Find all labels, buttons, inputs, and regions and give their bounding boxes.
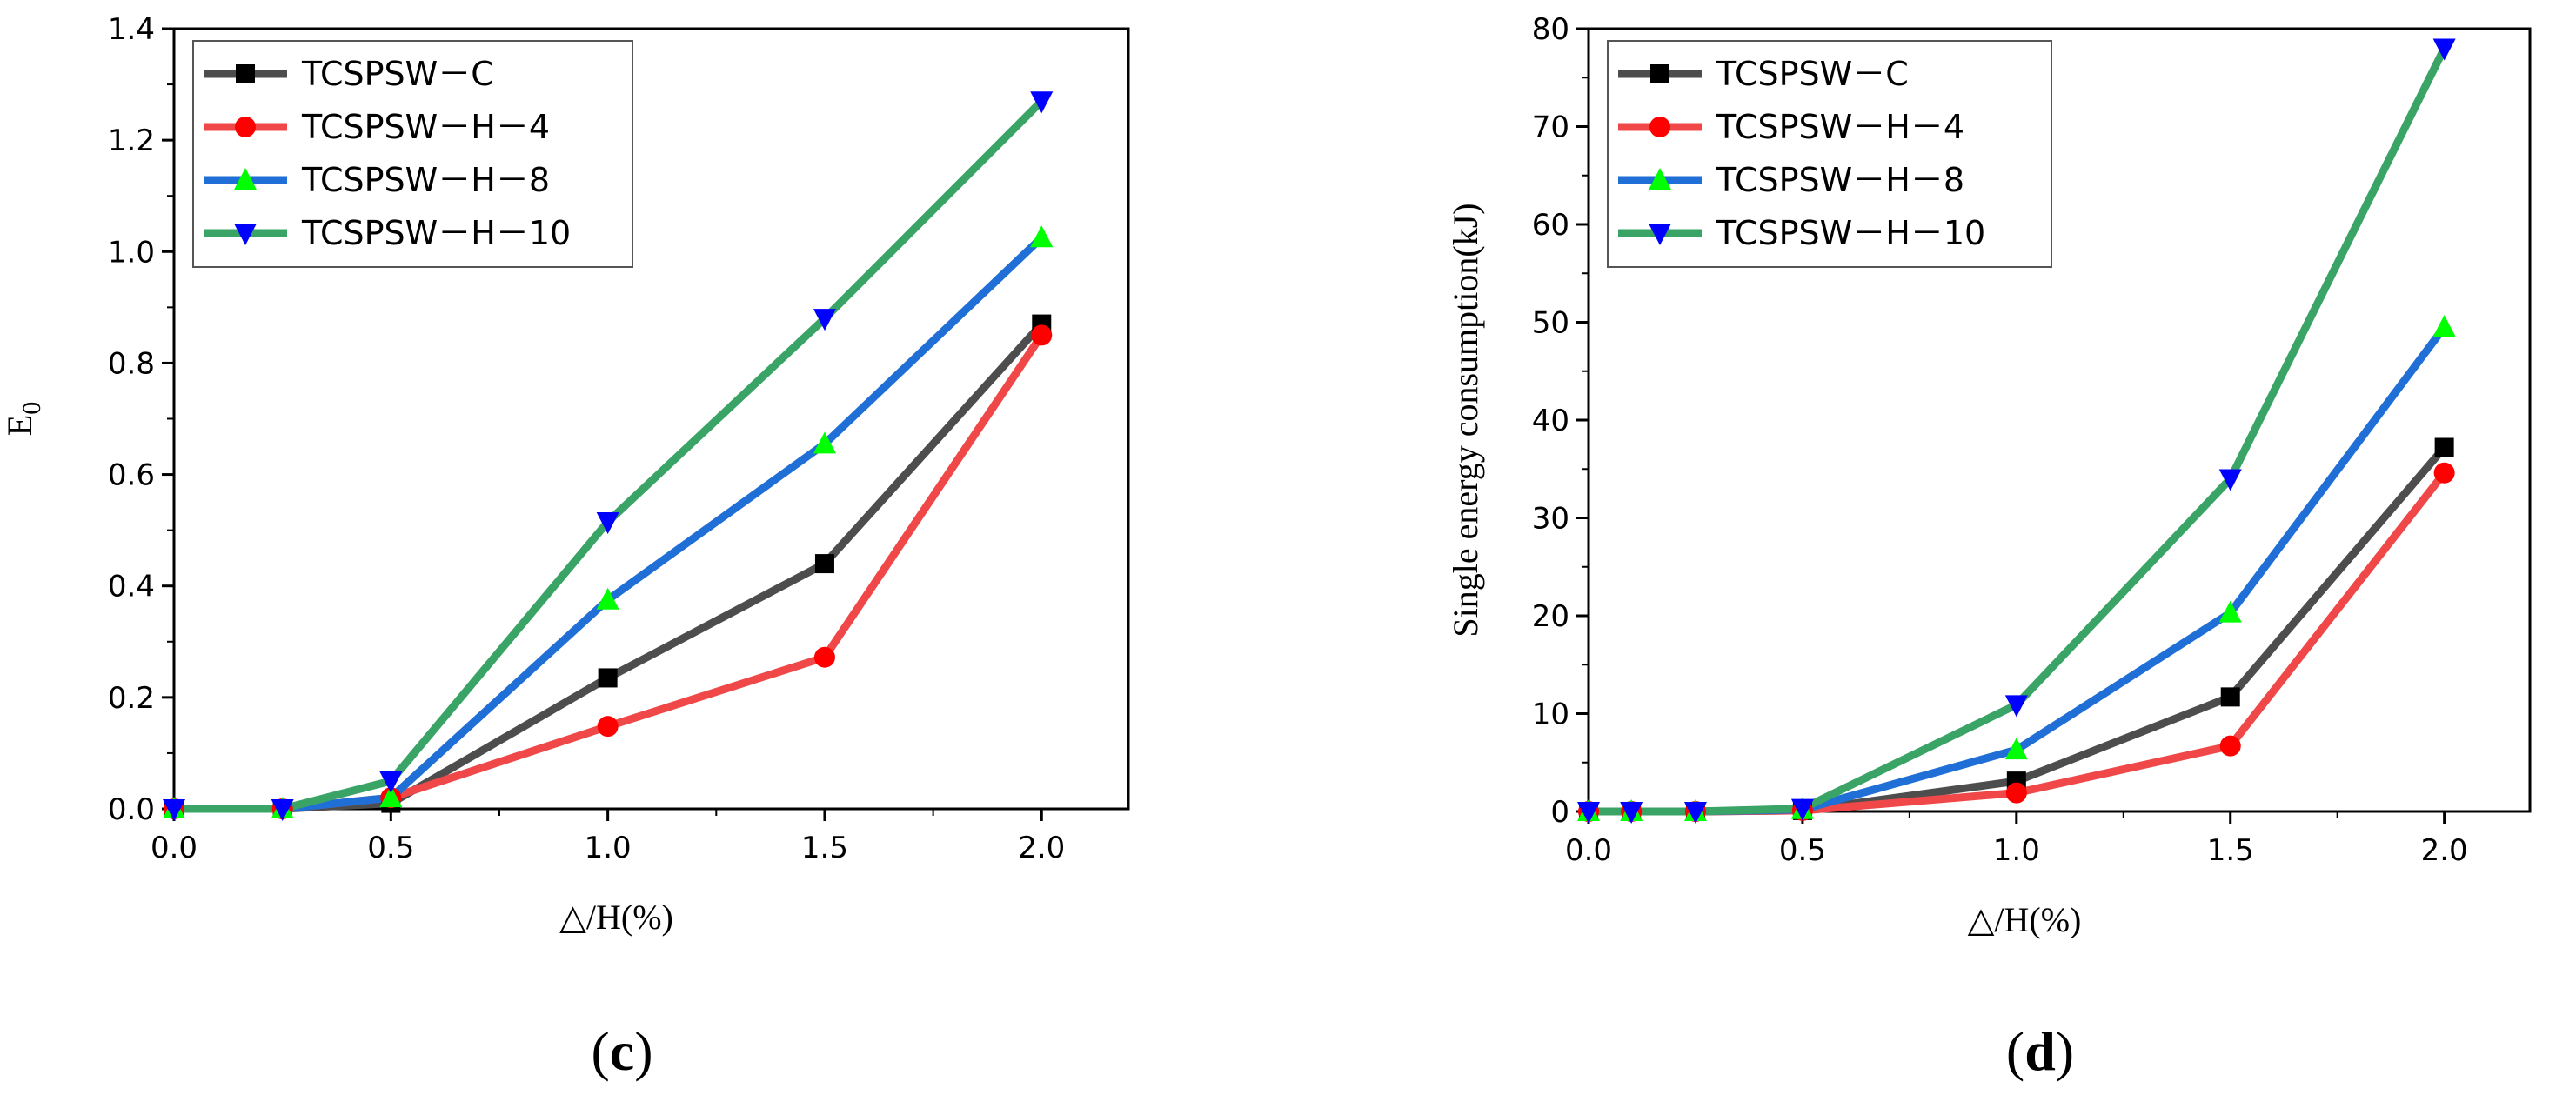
y-tick-label: 0 xyxy=(1550,795,1569,830)
legend-swatch-marker xyxy=(235,117,256,137)
x-tick-label: 0.0 xyxy=(151,831,197,865)
legend-swatch-marker xyxy=(1649,168,1671,190)
y-tick-label: 1.2 xyxy=(108,124,155,158)
legend-swatch-marker xyxy=(1649,117,1670,137)
series-2-point xyxy=(1031,324,1053,346)
series-4-point xyxy=(2004,695,2028,718)
series-4-point xyxy=(2218,469,2242,491)
series-3-point xyxy=(379,785,403,808)
series-3-point xyxy=(2218,600,2242,623)
series-4-point xyxy=(163,799,185,821)
y-tick-label: 0.0 xyxy=(108,792,155,827)
x-tick-label: 1.0 xyxy=(1993,833,2040,868)
series-1-point xyxy=(2220,687,2240,707)
legend-label: TCSPSW－C xyxy=(1716,55,1909,93)
series-line-2 xyxy=(1589,470,2448,816)
panel-label-close-paren: ) xyxy=(634,1020,652,1082)
series-3-point xyxy=(813,431,836,454)
y-tick-label: 1.4 xyxy=(108,12,155,47)
series-2-point xyxy=(813,646,835,668)
x-tick-label: 0.5 xyxy=(1779,833,1826,868)
legend-label: TCSPSW－H－10 xyxy=(301,214,571,252)
series-4-point xyxy=(379,771,403,793)
y-tick-label: 0.8 xyxy=(108,346,155,381)
series-4-point xyxy=(1683,802,1707,824)
x-axis-title: △/H(%) xyxy=(559,898,673,937)
y-tick-label: 80 xyxy=(1532,12,1569,47)
x-tick-label: 2.0 xyxy=(1018,831,1065,865)
x-tick-label: 1.0 xyxy=(585,831,632,865)
x-tick-label: 1.5 xyxy=(2207,833,2254,868)
y-tick-label: 10 xyxy=(1532,698,1569,732)
legend-swatch-marker xyxy=(1650,64,1669,83)
legend-label: TCSPSW－H－4 xyxy=(301,108,550,146)
legend-label: TCSPSW－H－8 xyxy=(301,161,550,199)
legend-label: TCSPSW－H－4 xyxy=(1716,108,1964,146)
y-axis-title: Single energy consumption(kJ) xyxy=(1446,203,1485,637)
series-2-point xyxy=(597,716,619,738)
series-3-point xyxy=(2004,738,2028,760)
panel-label-letter: c xyxy=(610,1020,634,1082)
legend-swatch-marker xyxy=(234,224,257,245)
panel-label-open-paren: ( xyxy=(2006,1020,2024,1082)
legend-swatch-marker xyxy=(234,168,257,190)
series-4-point xyxy=(271,799,294,821)
series-3-point xyxy=(2432,315,2456,337)
legend-label: TCSPSW－C xyxy=(301,55,494,93)
legend-swatch-marker xyxy=(236,64,255,83)
series-4-point xyxy=(1790,798,1814,821)
y-tick-label: 40 xyxy=(1532,404,1569,438)
series-3-point xyxy=(596,587,619,610)
y-tick-label: 0.2 xyxy=(108,681,155,716)
legend-swatch-marker xyxy=(1649,224,1671,245)
y-tick-label: 60 xyxy=(1532,208,1569,243)
series-4-point xyxy=(596,512,619,535)
series-line-2 xyxy=(174,332,1046,813)
panel-label-open-paren: ( xyxy=(591,1020,609,1082)
x-tick-label: 2.0 xyxy=(2421,833,2468,868)
series-3-point xyxy=(1030,225,1054,248)
y-tick-label: 30 xyxy=(1532,502,1569,537)
series-2-point xyxy=(2433,462,2455,484)
series-1-point xyxy=(2434,437,2454,457)
series-2-point xyxy=(2005,782,2027,804)
series-4-point xyxy=(813,309,836,331)
x-axis-title: △/H(%) xyxy=(1968,900,2082,939)
series-2-point xyxy=(2219,735,2241,757)
series-4-point xyxy=(1577,802,1600,824)
series-1-point xyxy=(598,668,618,688)
panel-label: (d) xyxy=(2006,1020,2074,1082)
y-tick-label: 0.4 xyxy=(108,570,155,604)
chart-panel-d: 0.0 0.5 1.0 1.5 2.0 0 10 20 30 40 50 60 70 80 △/H(%) Si… xyxy=(1446,12,2532,1082)
y-tick-label: 50 xyxy=(1532,306,1569,341)
panel-label: (c) xyxy=(591,1020,652,1082)
x-tick-label: 0.0 xyxy=(1565,833,1612,868)
x-tick-label: 1.5 xyxy=(801,831,848,865)
y-tick-label: 20 xyxy=(1532,599,1569,634)
series-4-point xyxy=(2432,38,2456,61)
y-tick-label: 0.6 xyxy=(108,458,155,493)
series-1-point xyxy=(814,554,834,574)
y-axis-title: E0 xyxy=(0,402,46,436)
y-axis-title-subscript: 0 xyxy=(17,402,46,415)
y-tick-label: 1.0 xyxy=(108,235,155,270)
y-tick-label: 70 xyxy=(1532,110,1569,145)
x-tick-label: 0.5 xyxy=(367,831,414,865)
legend-label: TCSPSW－H－8 xyxy=(1716,161,1964,199)
series-line-4 xyxy=(174,98,1045,813)
panel-label-letter: d xyxy=(2024,1020,2056,1082)
chart-panel-c: 0.0 0.5 1.0 1.5 2.0 0.0 0.2 0.4 0.6 0.8 1.0 1.2 1.4 △… xyxy=(0,12,1130,1082)
series-4-point xyxy=(1620,802,1643,824)
series-4-point xyxy=(1030,91,1054,114)
panel-label-close-paren: ) xyxy=(2056,1020,2074,1082)
legend-label: TCSPSW－H－10 xyxy=(1716,214,1985,252)
